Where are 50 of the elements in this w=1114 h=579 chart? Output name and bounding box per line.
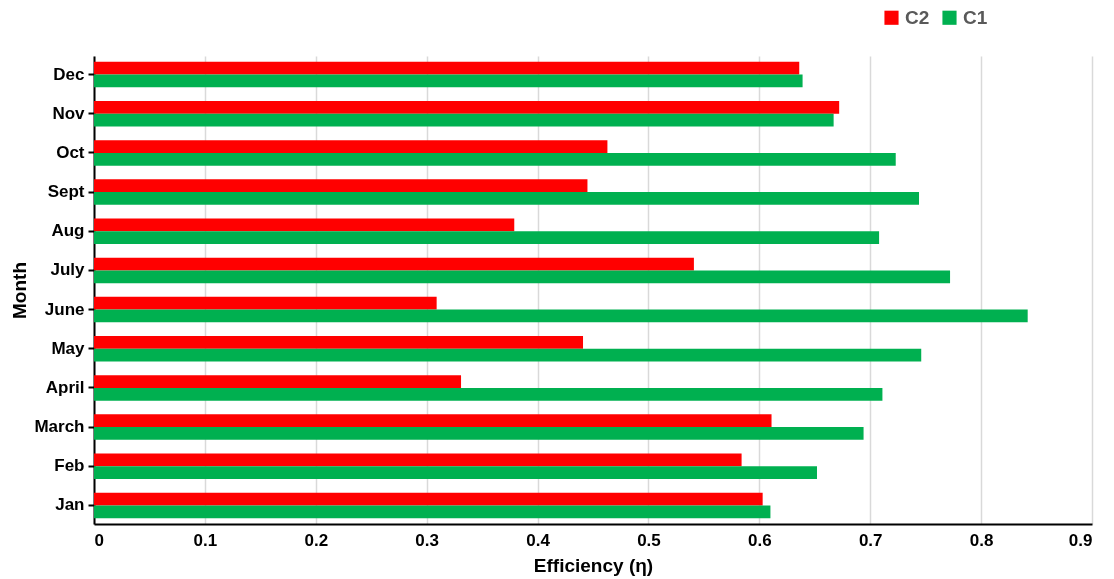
x-tick-label: 0.5: [637, 530, 661, 550]
legend-label: C1: [963, 6, 988, 28]
y-tick-label: May: [51, 338, 86, 358]
bar: [94, 296, 437, 310]
bar: [94, 414, 772, 428]
legend-label: C2: [905, 6, 930, 28]
y-tick-label: March: [34, 417, 85, 437]
bar: [94, 505, 771, 519]
y-tick-label: Sept: [47, 182, 85, 202]
y-tick-label: April: [45, 377, 85, 397]
bar: [94, 309, 1028, 323]
bar: [94, 257, 694, 271]
bar: [94, 427, 864, 440]
y-tick-label: Oct: [56, 142, 85, 162]
x-tick-label: 0.9: [1068, 530, 1093, 550]
y-axis-title: Month: [9, 262, 31, 319]
bar: [94, 453, 742, 467]
x-tick-label: 0: [94, 530, 104, 550]
y-tick-label: Nov: [52, 103, 86, 123]
x-tick-label: 0.7: [858, 530, 883, 550]
bar: [94, 61, 800, 75]
y-tick-label: Aug: [51, 221, 85, 241]
bar: [94, 492, 763, 506]
bar: [94, 387, 883, 401]
y-tick-label: June: [44, 299, 85, 319]
bar: [94, 466, 817, 479]
bar: [94, 74, 803, 88]
y-tick-label: Jan: [55, 495, 85, 515]
x-tick-label: 0.2: [304, 530, 329, 550]
bar: [94, 348, 922, 362]
bar: [94, 218, 515, 232]
bar: [94, 140, 608, 153]
bar: [94, 179, 588, 193]
bar: [94, 192, 920, 205]
y-tick-label: July: [50, 260, 86, 280]
x-tick-label: 0.3: [415, 530, 439, 550]
x-axis-title: Efficiency (η): [533, 554, 654, 576]
bar: [94, 231, 880, 244]
x-tick-label: 0.6: [748, 530, 772, 550]
bar: [94, 336, 584, 349]
bar: [94, 113, 834, 127]
y-tick-label: Feb: [54, 456, 85, 476]
bar: [94, 101, 840, 114]
x-tick-label: 0.8: [969, 530, 994, 550]
bar: [94, 375, 462, 388]
x-tick-label: 0.1: [193, 530, 218, 550]
x-tick-label: 0.4: [526, 530, 551, 550]
bar: [94, 270, 951, 284]
bar: [94, 152, 896, 166]
y-tick-label: Dec: [53, 64, 85, 84]
